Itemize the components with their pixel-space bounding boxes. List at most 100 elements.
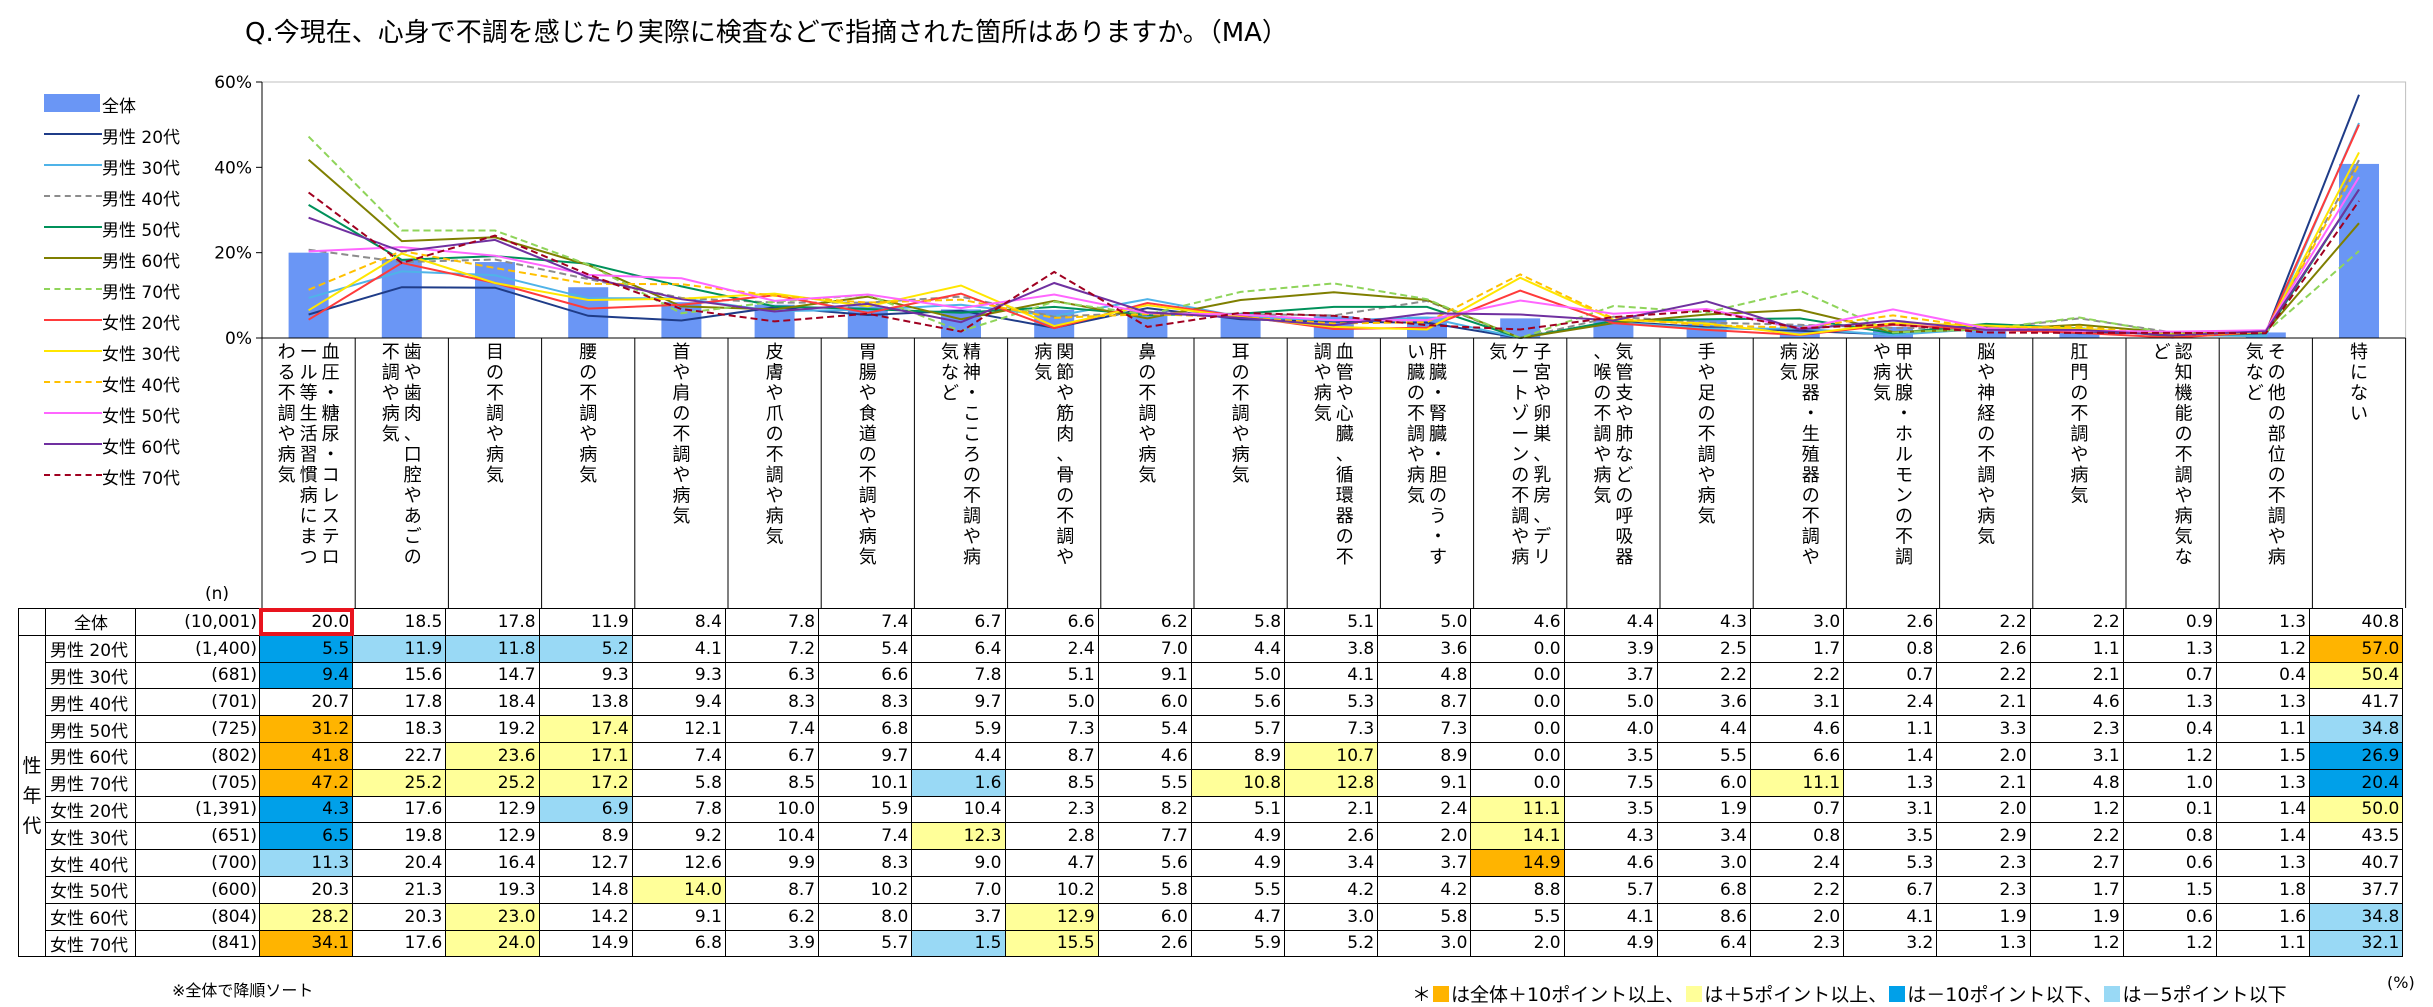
table-cell: 3.3 <box>1936 715 2031 743</box>
category-label: 泌尿器・生殖器の不調や病気 <box>1780 342 1820 568</box>
bar-total <box>1966 328 2007 338</box>
table-cell: 5.9 <box>911 715 1006 743</box>
table-row: 全体 (10,001) 20.0 18.5 17.8 11.9 8.4 7.8 7.4 6.7 6.… <box>18 607 2404 637</box>
table-cell: 20.4 <box>2309 768 2404 797</box>
legend-swatch <box>44 164 102 166</box>
table-cell: 1.1 <box>2029 634 2124 663</box>
table-cell: 4.9 <box>1563 929 1658 958</box>
legend-swatch <box>44 133 102 135</box>
table-cell: 2.2 <box>1749 661 1845 690</box>
series-line <box>308 124 2360 339</box>
table-cell: 2.2 <box>1656 661 1752 690</box>
table-cell: 40.7 <box>2309 849 2404 877</box>
series-line <box>308 163 2360 337</box>
table-cell: 9.7 <box>911 688 1006 717</box>
y-tick-label: 60% <box>214 73 252 93</box>
table-cell: 1.5 <box>2215 741 2311 770</box>
table-cell: 10.2 <box>818 875 913 904</box>
table-cell: 2.2 <box>2029 608 2124 636</box>
table-cell: 19.2 <box>445 715 540 743</box>
table-cell: 19.3 <box>445 875 540 904</box>
row-n: (802) <box>135 741 260 770</box>
table-cell: 7.8 <box>631 795 726 824</box>
table-cell: 1.7 <box>1749 634 1845 663</box>
table-cell: 6.0 <box>1097 688 1192 717</box>
table-cell: 24.0 <box>445 929 540 958</box>
table-cell: 9.2 <box>631 822 726 851</box>
table-cell: 6.7 <box>724 741 820 770</box>
table-row: 男性 50代 (725) 31.2 18.3 19.2 17.4 12.1 7.4 6.8 5.9… <box>19 715 2404 743</box>
table-cell: 2.5 <box>1656 634 1752 663</box>
row-label: 女性 60代 <box>45 902 136 931</box>
table-cell: 9.4 <box>631 688 726 717</box>
table-cell: 6.6 <box>1004 608 1099 636</box>
table-cell: 5.6 <box>1097 849 1192 877</box>
table-cell: 7.4 <box>818 822 913 851</box>
table-cell: 9.9 <box>724 849 820 877</box>
table-cell: 2.0 <box>1470 929 1565 958</box>
table-cell: 6.7 <box>1843 875 1938 904</box>
table-cell: 5.8 <box>1097 875 1192 904</box>
table-cell: 2.0 <box>1377 822 1472 851</box>
table-cell: 5.7 <box>818 929 913 958</box>
category-label: 肛門の不調や病気 <box>2070 342 2088 507</box>
table-cell: 4.8 <box>2029 768 2124 797</box>
table-cell: 10.4 <box>724 822 820 851</box>
table-cell: 1.2 <box>2029 795 2124 824</box>
table-cell: 1.3 <box>1843 768 1938 797</box>
table-cell: 50.0 <box>2309 795 2404 824</box>
table-cell: 18.4 <box>445 688 540 717</box>
category-label: 気管支や肺などの呼吸器、喉の不調や病気 <box>1593 342 1633 568</box>
table-cell: 15.6 <box>352 661 447 690</box>
table-cell: 5.6 <box>1190 688 1286 717</box>
table-cell: 3.9 <box>1563 634 1658 663</box>
table-cell: 5.8 <box>1377 902 1472 931</box>
legend-label: 女性 70代 <box>102 469 181 489</box>
table-cell: 1.3 <box>2215 608 2311 636</box>
table-cell: 2.9 <box>1936 822 2031 851</box>
table-cell: 4.4 <box>1563 608 1658 636</box>
table-cell: 3.8 <box>1284 634 1379 663</box>
row-n: (1,400) <box>135 634 260 663</box>
table-cell: 5.3 <box>1284 688 1379 717</box>
table-cell: 3.6 <box>1377 634 1472 663</box>
table-cell: 11.1 <box>1470 795 1565 824</box>
series-line <box>307 135 2360 340</box>
table-cell: 3.0 <box>1656 849 1752 877</box>
table-cell: 9.0 <box>911 849 1006 877</box>
table-cell: 9.3 <box>631 661 726 690</box>
table-cell: 3.9 <box>724 929 820 958</box>
table-cell: 4.3 <box>258 795 354 824</box>
table-cell: 7.4 <box>724 715 820 743</box>
table-cell: 9.7 <box>818 741 913 770</box>
table-row: 女性 50代 (600) 20.3 21.3 19.3 14.8 14.0 8.7 10.2 7.… <box>19 875 2404 904</box>
category-label: 関節や筋肉、骨の不調や病気 <box>1034 342 1074 568</box>
table-cell: 12.1 <box>631 715 726 743</box>
table-cell: 1.2 <box>2122 741 2217 770</box>
table-cell: 4.6 <box>1563 849 1658 877</box>
table-cell: 3.7 <box>1563 661 1658 690</box>
table-cell: 17.1 <box>538 741 633 770</box>
table-cell: 2.8 <box>1004 822 1099 851</box>
category-label: 目の不調や病気 <box>486 342 504 486</box>
table-cell: 5.5 <box>1190 875 1286 904</box>
table-cell: 8.0 <box>818 902 913 931</box>
n-column-label: (n) <box>205 584 230 604</box>
table-cell: 5.8 <box>631 768 726 797</box>
table-cell: 8.4 <box>631 608 726 636</box>
table-cell: 1.6 <box>2215 902 2311 931</box>
table-cell: 4.3 <box>1563 822 1658 851</box>
table-cell: 7.5 <box>1563 768 1658 797</box>
key-orange-swatch <box>1433 986 1450 1002</box>
table-cell: 3.4 <box>1284 849 1379 877</box>
table-cell: 4.1 <box>1843 902 1938 931</box>
table-cell: 6.2 <box>724 902 820 931</box>
table-cell: 1.8 <box>2215 875 2311 904</box>
table-cell: 6.8 <box>1656 875 1752 904</box>
table-cell: 14.9 <box>538 929 633 958</box>
table-cell: 2.3 <box>1936 849 2031 877</box>
table-cell: 37.7 <box>2309 875 2404 904</box>
legend-label: 女性 20代 <box>102 314 181 334</box>
legend-label: 男性 70代 <box>102 283 181 303</box>
category-label: 歯や歯肉、口腔やあごの不調や病気 <box>382 342 422 568</box>
